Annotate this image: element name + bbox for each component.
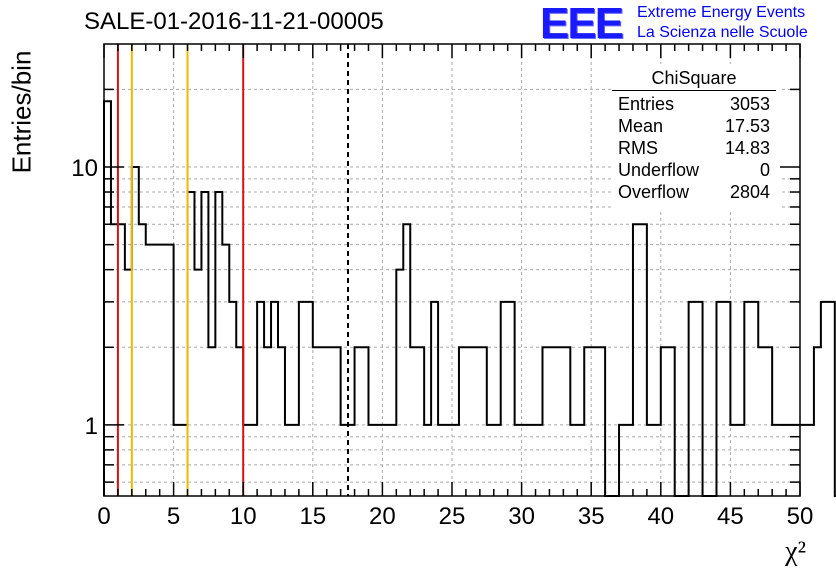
logo-text-line1: Extreme Energy Events bbox=[637, 4, 806, 21]
x-axis-label: χ² bbox=[785, 536, 806, 567]
x-tick-label: 15 bbox=[299, 503, 326, 530]
stats-row-overflow: Overflow 2804 bbox=[618, 181, 770, 203]
stats-title: ChiSquare bbox=[651, 68, 737, 88]
x-tick-label: 40 bbox=[647, 503, 674, 530]
y-tick-label: 1 bbox=[85, 413, 98, 440]
stats-divider bbox=[612, 90, 776, 91]
logo-text-line2: La Scienza nelle Scuole bbox=[637, 24, 808, 41]
x-tick-label: 45 bbox=[717, 503, 744, 530]
y-axis-label: Entries/bin bbox=[6, 50, 37, 174]
stats-label: Overflow bbox=[618, 182, 690, 202]
eee-logo: EEE Extreme Energy Events La Scienza nel… bbox=[540, 2, 836, 46]
stats-label: Mean bbox=[618, 116, 664, 136]
stats-value: 0 bbox=[759, 160, 770, 180]
chart-title: SALE-01-2016-11-21-00005 bbox=[84, 8, 384, 35]
stats-row-rms: RMS 14.83 bbox=[618, 137, 770, 159]
stats-row-entries: Entries 3053 bbox=[618, 93, 770, 115]
x-tick-label: 20 bbox=[369, 503, 396, 530]
stats-box: ChiSquare Entries 3053 Mean 17.53 RMS 14… bbox=[612, 64, 780, 210]
stats-label: Entries bbox=[618, 94, 675, 114]
x-tick-label: 0 bbox=[97, 503, 110, 530]
x-tick-label: 30 bbox=[508, 503, 535, 530]
y-tick-label: 10 bbox=[71, 155, 98, 182]
x-tick-label: 35 bbox=[578, 503, 605, 530]
stats-label: RMS bbox=[618, 138, 658, 158]
stats-label: Underflow bbox=[618, 160, 700, 180]
x-tick-label: 10 bbox=[230, 503, 257, 530]
stats-value: 17.53 bbox=[724, 116, 770, 136]
x-tick-label: 5 bbox=[167, 503, 180, 530]
stats-row-underflow: Underflow 0 bbox=[618, 159, 770, 181]
axis-ticks: 0 5 10 15 20 25 30 35 40 45 50 1 10 bbox=[71, 44, 813, 530]
reference-lines bbox=[116, 44, 350, 496]
stats-value: 14.83 bbox=[724, 138, 770, 158]
x-tick-label: 50 bbox=[787, 503, 814, 530]
eee-logo-mark: EEE bbox=[540, 0, 624, 48]
stats-row-mean: Mean 17.53 bbox=[618, 115, 770, 137]
x-tick-label: 25 bbox=[439, 503, 466, 530]
stats-value: 3053 bbox=[729, 94, 770, 114]
stats-value: 2804 bbox=[729, 182, 770, 202]
